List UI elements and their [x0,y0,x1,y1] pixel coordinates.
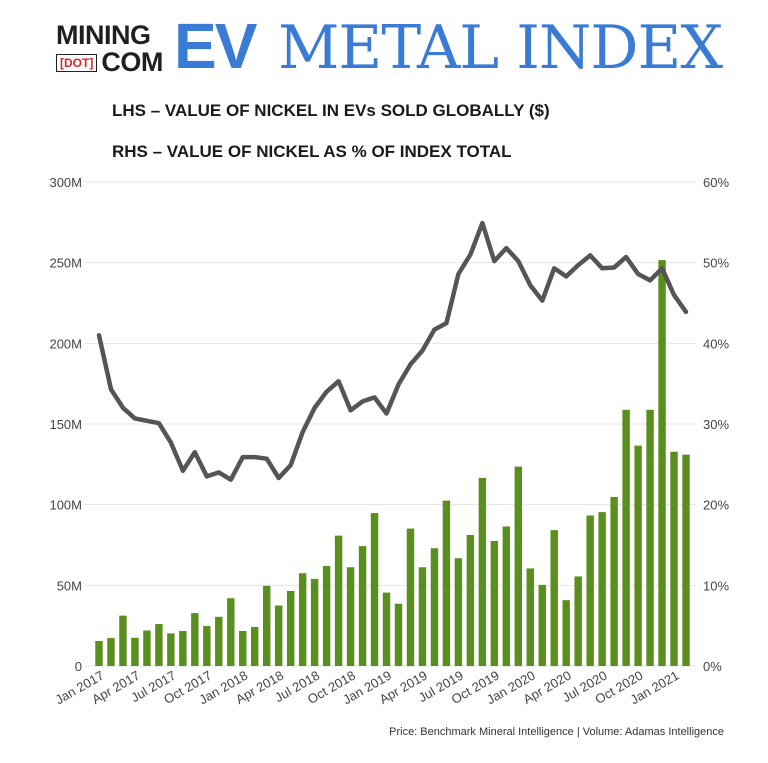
bar-jan-2019 [382,592,391,666]
bar-jan-2020 [526,568,534,666]
left-tick-label: 0 [75,659,82,674]
right-tick-label: 50% [703,256,729,271]
bar-sep-2020 [622,409,630,666]
left-axis-ticks: 0 50M 100M 150M 200M 250M 300M [49,175,82,674]
bar-jun-2020 [586,515,594,666]
subtitle-lhs: LHS – VALUE OF NICKEL IN EVs SOLD GLOBAL… [112,101,550,120]
bar-may-2017 [143,630,151,666]
bar-jan-2018 [239,630,247,666]
bar-mar-2019 [406,528,415,666]
bar-aug-2019 [466,534,475,666]
bar-jun-2018 [298,573,307,666]
bar-aug-2020 [610,496,618,666]
right-tick-label: 60% [703,175,729,190]
mining-com-logo: MINING [DOT] COM [56,20,174,77]
bar-nov-2019 [502,526,511,666]
bar-oct-2017 [203,625,211,666]
bar-dec-2020 [658,260,666,666]
bar-jun-2017 [155,624,163,666]
bar-may-2019 [430,548,439,666]
bar-feb-2019 [394,603,403,666]
bar-dec-2019 [514,466,523,666]
bar-nov-2017 [215,616,223,666]
bar-may-2020 [574,576,582,666]
bar-apr-2019 [418,567,427,666]
bar-jul-2018 [310,578,319,666]
bar-jun-2019 [442,500,451,666]
left-tick-label: 250M [49,256,82,271]
right-tick-label: 0% [703,659,722,674]
bar-nov-2020 [646,409,654,666]
left-tick-label: 100M [49,498,82,513]
bar-mar-2018 [262,585,271,666]
bar-oct-2020 [634,445,642,666]
bar-nov-2018 [358,546,367,666]
bar-sep-2017 [191,613,199,666]
bar-jan-2021 [670,451,678,666]
subtitle-rhs: RHS – VALUE OF NICKEL AS % OF INDEX TOTA… [112,142,512,161]
left-tick-label: 200M [49,336,82,351]
right-axis-ticks: 0% 10% 20% 30% 40% 50% 60% [703,175,729,674]
bar-feb-2020 [538,584,546,666]
bar-oct-2018 [346,567,355,666]
logo-dot-text: [DOT] [56,53,98,72]
logo-mining-text: MINING [56,20,151,50]
nickel-share-line [96,220,689,482]
right-tick-label: 20% [703,498,729,513]
bar-dec-2017 [227,598,235,666]
bar-may-2018 [286,590,295,666]
bar-aug-2018 [322,565,331,666]
bar-mar-2017 [119,615,127,666]
right-tick-label: 10% [703,578,729,593]
left-tick-label: 150M [49,417,82,432]
bar-apr-2018 [274,605,283,666]
left-tick-label: 300M [49,175,82,190]
bar-aug-2017 [179,630,187,666]
bar-series [95,260,690,666]
bar-feb-2017 [107,638,115,666]
bar-feb-2021 [682,454,690,666]
bar-sep-2018 [334,535,343,666]
logo-com-text: COM [101,47,163,77]
bar-sep-2019 [478,477,487,666]
left-tick-label: 50M [57,578,82,593]
bar-jan-2017 [95,640,103,666]
source-note: Price: Benchmark Mineral Intelligence | … [389,726,724,738]
bar-feb-2018 [251,626,259,666]
bar-mar-2020 [550,530,558,666]
bar-jul-2020 [598,512,606,666]
logo-ev-text: EV [174,10,257,82]
bar-dec-2018 [370,513,379,666]
line-series [96,220,689,482]
bar-oct-2019 [490,540,499,666]
bar-jul-2019 [454,558,463,666]
right-tick-label: 30% [703,417,729,432]
bar-apr-2020 [562,600,570,666]
bar-jul-2017 [167,633,175,666]
right-tick-label: 40% [703,336,729,351]
bar-apr-2017 [131,637,139,666]
logo-index-text: METAL INDEX [278,13,723,83]
